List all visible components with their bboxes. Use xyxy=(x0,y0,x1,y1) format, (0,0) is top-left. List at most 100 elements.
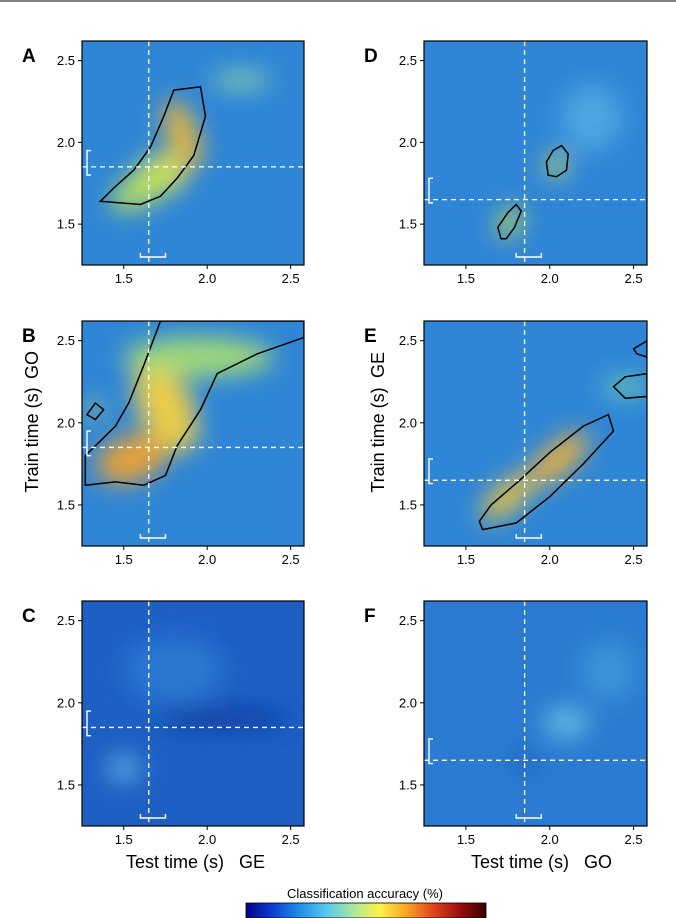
significance-contour xyxy=(98,85,207,206)
y-interval-bracket xyxy=(86,149,91,176)
x-interval-bracket xyxy=(515,534,543,539)
heatmap-blob xyxy=(480,472,535,521)
heatmap-blob xyxy=(210,72,271,89)
x-tick-label: 2.5 xyxy=(625,832,643,847)
heatmap-background xyxy=(424,601,647,826)
heatmap-blob xyxy=(581,640,636,700)
x-axis-condition-left: GE xyxy=(239,852,265,872)
x-tick-label: 2.0 xyxy=(541,552,559,567)
y-tick-label: 2.5 xyxy=(399,333,417,348)
heatmap-blob xyxy=(85,403,103,417)
heatmap-field xyxy=(98,72,271,212)
significance-contour xyxy=(84,321,304,487)
panel-letter: A xyxy=(22,46,36,67)
heatmap-background xyxy=(424,41,647,265)
heatmap-field xyxy=(84,321,304,487)
significance-contour xyxy=(632,339,647,358)
significance-contour xyxy=(85,402,105,421)
y-tick-label: 1.5 xyxy=(57,217,75,232)
plot-frame xyxy=(423,600,648,827)
y-tick-label: 2.0 xyxy=(57,415,75,430)
heatmap-blob xyxy=(110,164,177,212)
y-axis-label-right: Train time (s) xyxy=(368,387,388,492)
heatmap-background xyxy=(424,321,647,546)
heatmap-field xyxy=(478,339,647,531)
y-tick-label: 2.0 xyxy=(57,695,75,710)
y-tick-label: 1.5 xyxy=(399,777,417,792)
x-interval-bracket xyxy=(139,534,167,539)
colorbar-title: Classification accuracy (%) xyxy=(287,886,443,901)
y-tick-label: 1.5 xyxy=(57,497,75,512)
panel-a: 1.5 2.0 2.5 1.5 2.0 2.5 A xyxy=(22,40,305,286)
panel-letter: C xyxy=(22,606,36,627)
x-tick-label: 2.5 xyxy=(282,552,300,567)
panel-letter: B xyxy=(22,326,36,347)
x-tick-label: 2.0 xyxy=(198,271,216,286)
y-tick-label: 2.0 xyxy=(399,415,417,430)
plot-frame xyxy=(423,320,648,547)
y-axis-condition-right: GE xyxy=(368,352,388,378)
x-tick-label: 2.5 xyxy=(625,271,643,286)
y-tick-label: 1.5 xyxy=(399,217,417,232)
heatmap-blob xyxy=(601,376,647,397)
x-interval-bracket xyxy=(139,253,167,258)
heatmap-blob xyxy=(528,432,588,486)
x-tick-label: 2.0 xyxy=(198,832,216,847)
x-tick-label: 1.5 xyxy=(457,552,475,567)
y-tick-label: 1.5 xyxy=(57,777,75,792)
y-tick-label: 2.5 xyxy=(57,53,75,68)
x-axis-label-left: Test time (s) xyxy=(126,852,224,872)
panel-letter: E xyxy=(364,326,377,347)
y-tick-label: 2.5 xyxy=(399,613,417,628)
panel-d: 1.5 2.0 2.5 1.5 2.0 2.5 D xyxy=(364,40,648,286)
x-tick-label: 2.0 xyxy=(541,271,559,286)
significance-contour xyxy=(496,203,523,240)
heatmap-field xyxy=(496,85,622,240)
y-interval-bracket xyxy=(86,710,91,737)
heatmap-blob xyxy=(497,207,522,238)
x-axis-condition-right: GO xyxy=(584,852,612,872)
x-tick-label: 1.5 xyxy=(115,552,133,567)
plot-frame xyxy=(81,600,305,827)
x-tick-label: 1.5 xyxy=(115,271,133,286)
x-tick-label: 1.5 xyxy=(115,832,133,847)
y-tick-label: 2.5 xyxy=(57,613,75,628)
x-interval-bracket xyxy=(515,814,543,819)
panel-b: 1.5 2.0 2.5 1.5 2.0 2.5 B xyxy=(22,320,305,567)
plot-frame xyxy=(423,40,648,266)
y-interval-bracket xyxy=(428,458,433,485)
x-tick-label: 2.0 xyxy=(541,832,559,847)
heatmap-blob xyxy=(163,100,201,169)
y-interval-bracket xyxy=(428,738,433,765)
y-tick-label: 2.0 xyxy=(57,135,75,150)
panel-letter: D xyxy=(364,46,378,67)
y-tick-label: 2.5 xyxy=(399,53,417,68)
x-tick-label: 2.5 xyxy=(282,832,300,847)
panel-f: 1.5 2.0 2.5 1.5 2.0 2.5 F xyxy=(364,600,648,847)
x-interval-bracket xyxy=(139,814,167,819)
colorbar xyxy=(245,902,487,918)
panel-c: 1.5 2.0 2.5 1.5 2.0 2.5 C xyxy=(22,600,305,847)
heatmap-field xyxy=(516,640,636,771)
plot-frame xyxy=(81,320,305,547)
x-tick-label: 2.5 xyxy=(625,552,643,567)
heatmap-blob xyxy=(107,755,141,782)
y-tick-label: 1.5 xyxy=(399,497,417,512)
significance-contour xyxy=(545,144,569,178)
heatmap-blob xyxy=(123,637,224,703)
significance-contour xyxy=(478,413,615,531)
heatmap-blob xyxy=(133,360,198,453)
y-interval-bracket xyxy=(86,430,91,457)
x-tick-label: 1.5 xyxy=(457,271,475,286)
heatmap-blob xyxy=(561,85,622,151)
x-tick-label: 1.5 xyxy=(457,832,475,847)
y-interval-bracket xyxy=(428,177,433,204)
heatmap-blob xyxy=(157,709,291,730)
plot-frame xyxy=(81,40,305,266)
x-tick-label: 2.5 xyxy=(282,271,300,286)
heatmap-blob xyxy=(96,433,168,484)
heatmap-blob xyxy=(123,337,274,377)
y-tick-label: 2.5 xyxy=(57,333,75,348)
x-tick-label: 2.0 xyxy=(198,552,216,567)
